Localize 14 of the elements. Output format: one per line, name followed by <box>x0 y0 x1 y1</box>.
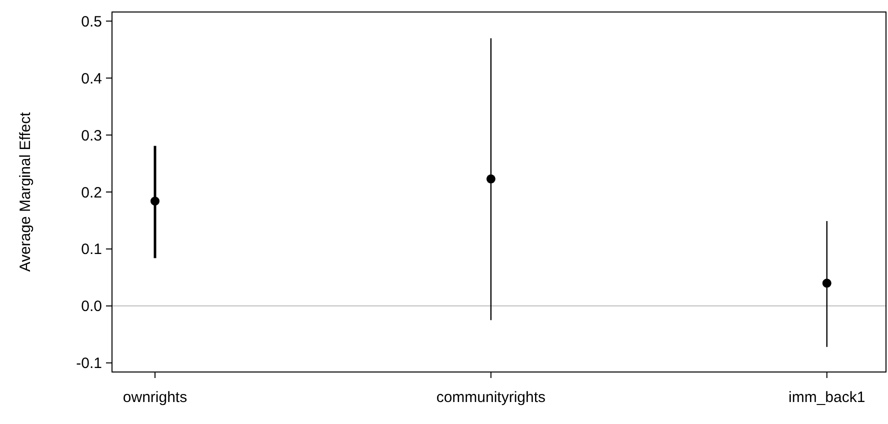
x-tick-label: communityrights <box>436 389 546 406</box>
point <box>150 196 160 206</box>
y-tick-label: 0.5 <box>81 13 102 30</box>
y-tick-label: 0.2 <box>81 184 102 202</box>
point <box>486 174 496 184</box>
y-tick-label: -0.1 <box>76 355 102 372</box>
y-axis-title: Average Marginal Effect <box>17 111 34 272</box>
y-tick-label: 0.1 <box>81 241 102 258</box>
y-tick-label: 0.0 <box>81 298 102 316</box>
y-tick-label: 0.4 <box>81 70 102 88</box>
y-tick-label: 0.3 <box>81 127 102 144</box>
x-tick-label: imm_back1 <box>788 389 866 406</box>
point <box>822 278 832 288</box>
x-tick-label: ownrights <box>122 389 188 406</box>
